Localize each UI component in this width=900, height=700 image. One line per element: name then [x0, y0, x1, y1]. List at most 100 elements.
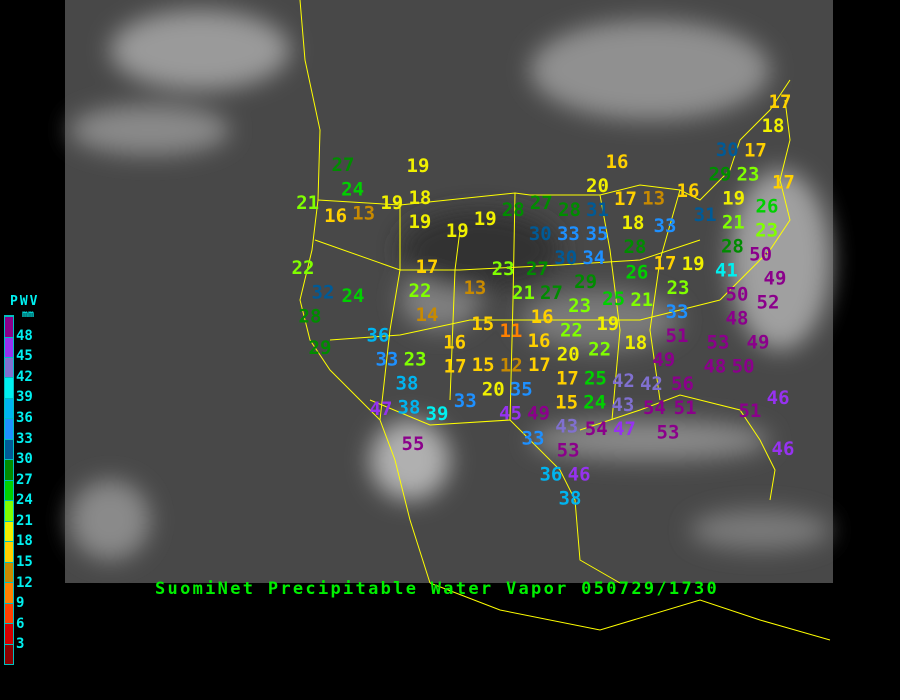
station-pwv-value: 49 — [764, 268, 787, 290]
station-pwv-value: 16 — [443, 332, 466, 354]
station-pwv-value: 43 — [611, 394, 634, 416]
station-pwv-value: 42 — [640, 373, 663, 395]
station-pwv-value: 16 — [677, 180, 700, 202]
station-pwv-value: 55 — [402, 433, 425, 455]
station-pwv-value: 29 — [709, 163, 732, 185]
station-pwv-value: 21 — [722, 211, 745, 233]
station-pwv-value: 28 — [299, 306, 322, 328]
station-pwv-value: 33 — [654, 215, 677, 237]
station-pwv-value: 49 — [747, 332, 770, 354]
station-pwv-value: 23 — [737, 163, 760, 185]
station-pwv-value: 20 — [557, 343, 580, 365]
station-pwv-value: 27 — [530, 192, 553, 214]
station-pwv-value: 17 — [614, 188, 637, 210]
station-pwv-value: 18 — [624, 332, 647, 354]
station-pwv-value: 33 — [454, 390, 477, 412]
station-pwv-value: 49 — [652, 349, 675, 371]
station-pwv-value: 33 — [522, 428, 545, 450]
station-pwv-value: 14 — [416, 304, 439, 326]
legend-tick-label: 33 — [16, 430, 33, 447]
station-pwv-value: 28 — [502, 199, 525, 221]
station-pwv-value: 48 — [703, 356, 726, 378]
station-pwv-value: 26 — [756, 195, 779, 217]
station-pwv-value: 21 — [630, 289, 653, 311]
station-pwv-value: 35 — [510, 378, 533, 400]
station-pwv-value: 47 — [370, 398, 393, 420]
legend-title: PWV — [10, 294, 40, 309]
station-pwv-value: 33 — [557, 223, 580, 245]
station-pwv-value: 49 — [527, 402, 550, 424]
station-pwv-value: 27 — [540, 282, 563, 304]
legend-swatch — [5, 316, 13, 337]
legend-tick-label: 27 — [16, 471, 33, 488]
station-pwv-value: 17 — [772, 171, 795, 193]
station-pwv-value: 25 — [602, 288, 625, 310]
station-pwv-value: 32 — [312, 281, 335, 303]
station-pwv-value: 52 — [757, 292, 780, 314]
station-pwv-value: 21 — [296, 192, 319, 214]
station-pwv-value: 43 — [555, 415, 578, 437]
station-pwv-value: 34 — [582, 247, 605, 269]
station-pwv-value: 51 — [674, 397, 697, 419]
legend-swatch — [5, 602, 13, 624]
legend-unit: mm — [22, 309, 35, 320]
station-pwv-value: 25 — [584, 367, 607, 389]
legend-swatch — [5, 623, 13, 644]
station-pwv-value: 19 — [474, 208, 497, 230]
station-pwv-value: 29 — [309, 337, 332, 359]
station-pwv-value: 47 — [613, 418, 636, 440]
legend-tick-label: 21 — [16, 512, 33, 529]
legend-tick-label: 18 — [16, 533, 33, 550]
station-pwv-value: 23 — [404, 349, 427, 371]
station-pwv-value: 26 — [625, 261, 648, 283]
station-pwv-value: 19 — [408, 211, 431, 233]
station-pwv-value: 28 — [624, 236, 647, 258]
station-pwv-value: 46 — [568, 464, 591, 486]
station-pwv-value: 36 — [367, 325, 390, 347]
station-pwv-value: 15 — [555, 391, 578, 413]
legend-swatch — [5, 459, 13, 480]
cloud-layer — [70, 10, 830, 560]
legend-swatch — [5, 541, 13, 562]
station-pwv-value: 56 — [671, 373, 694, 395]
station-pwv-value: 38 — [559, 488, 582, 510]
legend-swatch — [5, 397, 13, 419]
legend-swatch — [5, 561, 13, 583]
station-pwv-value: 33 — [375, 349, 398, 371]
station-pwv-value: 50 — [726, 284, 749, 306]
station-pwv-value: 15 — [472, 354, 495, 376]
station-pwv-value: 24 — [341, 178, 364, 200]
legend-tick-label: 39 — [16, 389, 33, 406]
station-pwv-value: 16 — [531, 306, 554, 328]
station-pwv-value: 19 — [407, 155, 430, 177]
station-pwv-value: 20 — [482, 378, 505, 400]
station-pwv-value: 54 — [643, 397, 666, 419]
station-pwv-value: 31 — [586, 199, 609, 221]
station-pwv-value: 13 — [463, 277, 486, 299]
station-pwv-value: 17 — [744, 139, 767, 161]
station-pwv-value: 20 — [586, 175, 609, 197]
station-pwv-value: 45 — [499, 403, 522, 425]
legend-tick-label: 30 — [16, 451, 33, 468]
station-pwv-value: 30 — [529, 223, 552, 245]
station-pwv-value: 16 — [528, 330, 551, 352]
station-pwv-value: 53 — [657, 421, 680, 443]
station-pwv-value: 53 — [557, 440, 580, 462]
station-pwv-value: 24 — [342, 285, 365, 307]
station-pwv-value: 15 — [471, 313, 494, 335]
station-pwv-value: 17 — [444, 356, 467, 378]
station-pwv-value: 41 — [715, 259, 738, 281]
station-pwv-value: 28 — [721, 235, 744, 257]
legend-swatch — [5, 643, 13, 664]
legend-swatch — [5, 356, 13, 378]
station-pwv-value: 42 — [612, 370, 635, 392]
station-pwv-value: 18 — [762, 115, 785, 137]
station-pwv-value: 31 — [694, 204, 717, 226]
legend-swatch — [5, 438, 13, 460]
legend-swatch — [5, 418, 13, 439]
station-pwv-value: 38 — [398, 397, 421, 419]
station-pwv-value: 28 — [558, 199, 581, 221]
station-pwv-value: 22 — [292, 257, 315, 279]
